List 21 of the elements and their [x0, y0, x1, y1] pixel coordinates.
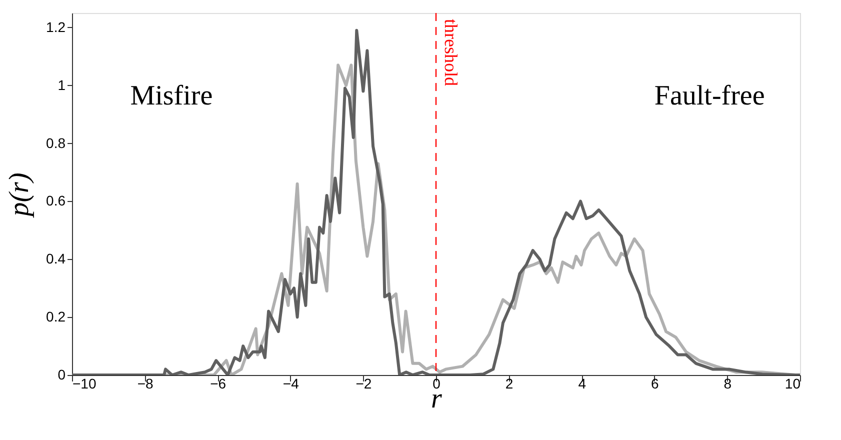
y-tick-label: 0.6 — [46, 192, 66, 209]
x-tick-label: 2 — [505, 376, 514, 392]
x-tick-label: −6 — [210, 376, 226, 392]
x-tick-label: 6 — [651, 376, 659, 392]
x-tick-label: 10 — [784, 376, 801, 392]
annotation: Fault-free — [654, 80, 765, 112]
y-tick-label: 1 — [58, 76, 66, 93]
x-tick-label: 4 — [578, 376, 586, 392]
y-tick-label: 0.8 — [46, 134, 66, 151]
x-tick-label: −10 — [72, 376, 96, 392]
y-axis-title: p(r) — [4, 172, 36, 218]
x-tick-label: 8 — [724, 376, 732, 392]
y-tick-label: 0.4 — [46, 250, 66, 267]
x-tick-label: 0 — [432, 376, 441, 392]
x-tick-label: −4 — [282, 376, 300, 392]
x-tick-label: −2 — [356, 376, 372, 392]
annotation: Misfire — [130, 80, 213, 112]
y-tick-label: 1.2 — [46, 18, 66, 35]
ref-line-label: threshold — [441, 19, 461, 86]
x-tick-label: −8 — [137, 376, 154, 392]
y-tick-label: 0.2 — [46, 308, 66, 325]
